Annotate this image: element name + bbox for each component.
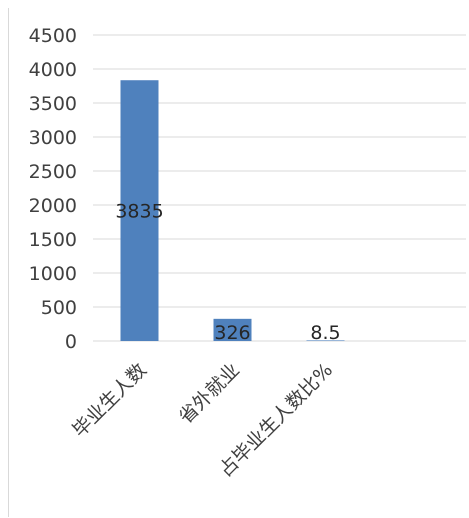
y-tick-label: 1000: [29, 263, 77, 285]
data-label-1: 3835: [115, 201, 163, 223]
y-tick-label: 1500: [29, 229, 77, 251]
y-tick-label: 2500: [29, 161, 77, 183]
data-labels: 3835 326 8.5: [115, 201, 340, 344]
y-tick-label: 3500: [29, 93, 77, 115]
bar-3: [306, 340, 345, 341]
y-axis-ticks: 0 500 1000 1500 2000 2500 3000 3500 4000 4500: [29, 25, 77, 353]
bar-1: [120, 80, 159, 341]
y-tick-label: 4500: [29, 25, 77, 47]
bar-2: [213, 318, 252, 341]
y-tick-label: 500: [41, 297, 77, 319]
y-tick-label: 0: [65, 331, 77, 353]
y-tick-label: 3000: [29, 127, 77, 149]
x-category-label: 毕业生人数: [68, 359, 151, 442]
data-label-2: 326: [214, 322, 250, 344]
x-category-label: 省外就业: [175, 359, 244, 428]
bars: [120, 80, 345, 341]
chart-frame: [8, 8, 468, 517]
y-tick-label: 4000: [29, 59, 77, 81]
y-tick-label: 2000: [29, 195, 77, 217]
data-label-3: 8.5: [310, 322, 340, 344]
